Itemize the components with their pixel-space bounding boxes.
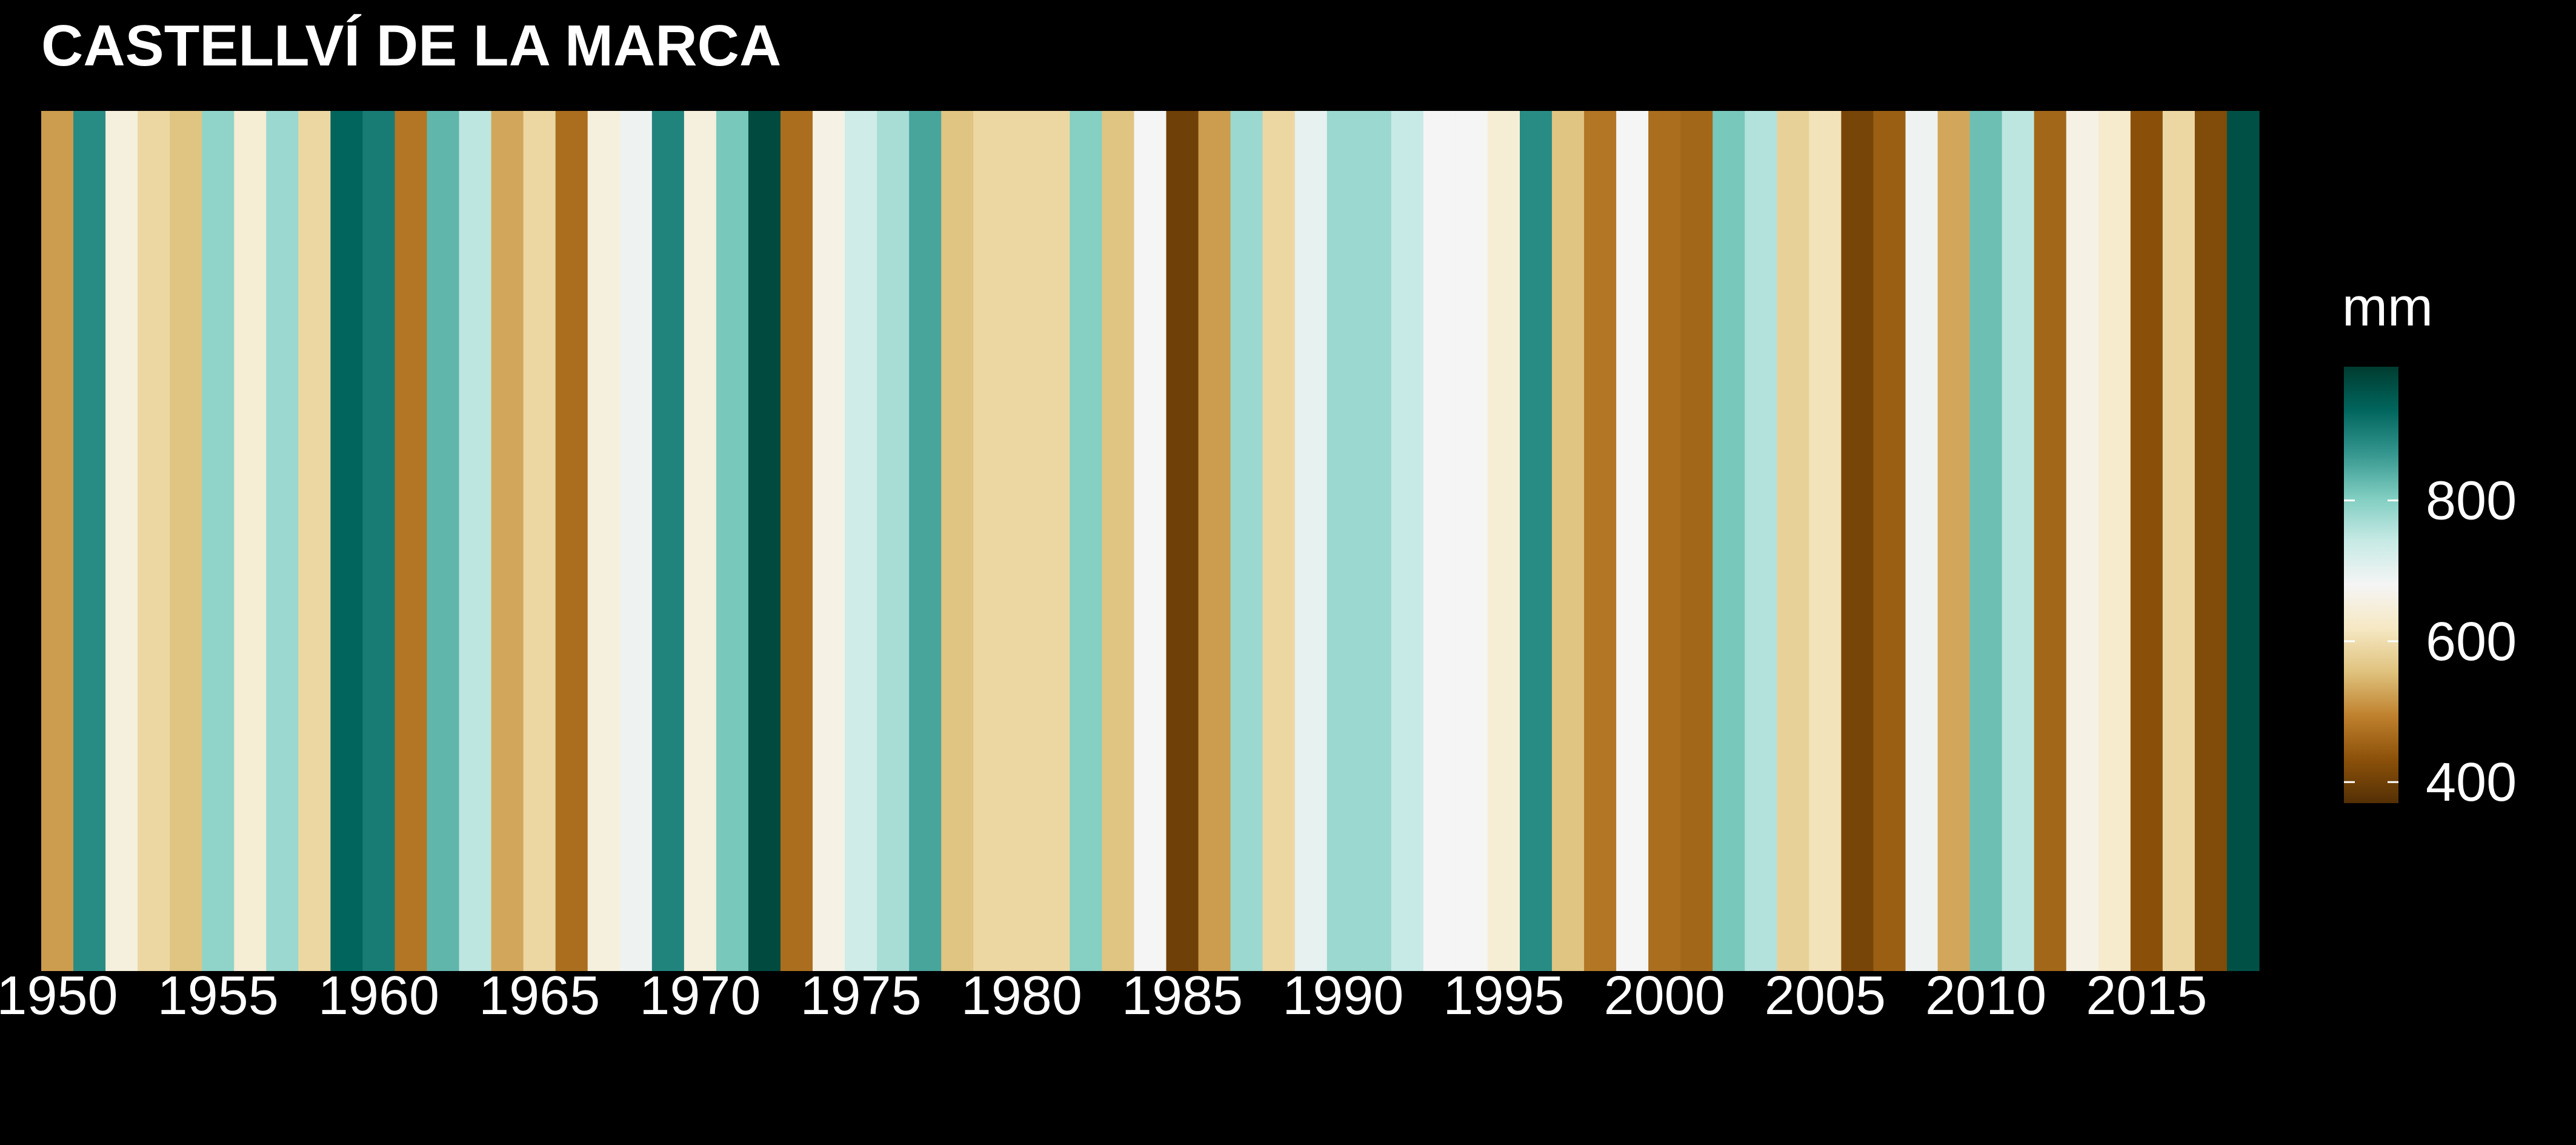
stripe-2005: [1809, 111, 1842, 971]
stripe-1995: [1487, 111, 1520, 971]
stripe-2009: [1937, 111, 1971, 971]
stripe-1954: [170, 111, 202, 971]
colorbar-tick-label: 600: [2426, 612, 2517, 672]
stripe-2015: [2130, 111, 2163, 971]
stripe-1964: [491, 111, 524, 971]
x-tick-label: 1965: [479, 966, 600, 1026]
stripe-1986: [1198, 111, 1231, 971]
stripe-1956: [234, 111, 267, 971]
stripe-1966: [555, 111, 588, 971]
legend-title: mm: [2342, 277, 2433, 338]
stripe-2002: [1712, 111, 1745, 971]
stripe-2007: [1873, 111, 1906, 971]
stripe-2014: [2098, 111, 2131, 971]
stripe-1999: [1616, 111, 1649, 971]
stripe-2017: [2194, 111, 2228, 971]
stripe-1982: [1070, 111, 1103, 971]
stripe-1962: [427, 111, 460, 971]
chart-title: CASTELLVÍ DE LA MARCA: [41, 13, 781, 78]
stripe-1988: [1262, 111, 1296, 971]
stripe-1957: [266, 111, 299, 971]
x-tick-label: 2005: [1765, 966, 1886, 1026]
stripe-1970: [684, 111, 717, 971]
stripe-2000: [1648, 111, 1681, 971]
stripe-1977: [909, 111, 942, 971]
stripe-1961: [394, 111, 428, 971]
stripe-2016: [2162, 111, 2195, 971]
stripe-1993: [1423, 111, 1456, 971]
stripes-group: [41, 111, 2260, 971]
stripe-1975: [845, 111, 877, 971]
stripe-1984: [1134, 111, 1167, 971]
stripe-1955: [202, 111, 235, 971]
stripe-2011: [2002, 111, 2035, 971]
stripe-1991: [1359, 111, 1392, 971]
stripe-1985: [1166, 111, 1199, 971]
stripe-1990: [1326, 111, 1360, 971]
x-tick-label: 1975: [800, 966, 921, 1026]
stripe-1998: [1584, 111, 1617, 971]
stripe-1973: [780, 111, 813, 971]
stripe-1992: [1391, 111, 1424, 971]
stripe-1987: [1230, 111, 1263, 971]
x-tick-label: 1970: [639, 966, 760, 1026]
stripe-1950: [41, 111, 74, 971]
x-tick-label: 1950: [0, 966, 118, 1026]
x-tick-label: 2000: [1604, 966, 1725, 1026]
colorbar-legend: mm 400 600 800: [2342, 277, 2517, 813]
stripe-1971: [716, 111, 749, 971]
stripe-1963: [459, 111, 492, 971]
colorbar-tick-label: 400: [2426, 752, 2517, 813]
stripe-2013: [2066, 111, 2099, 971]
stripe-1974: [813, 111, 845, 971]
stripe-1980: [1005, 111, 1038, 971]
colorbar-ticks: 400 600 800: [2344, 471, 2517, 813]
stripe-1994: [1455, 111, 1488, 971]
x-tick-label: 1990: [1282, 966, 1403, 1026]
stripe-1969: [651, 111, 685, 971]
stripe-2006: [1841, 111, 1874, 971]
stripe-2003: [1745, 111, 1777, 971]
x-tick-label: 1980: [961, 966, 1082, 1026]
colorbar: [2344, 367, 2398, 803]
stripe-1972: [748, 111, 781, 971]
stripe-1981: [1037, 111, 1070, 971]
x-axis-ticks: 1950 1955 1960 1965 1970 1975 1980 1985 1990 1995…: [0, 966, 2207, 1026]
stripe-1978: [941, 111, 974, 971]
stripe-1968: [619, 111, 653, 971]
stripe-1989: [1294, 111, 1328, 971]
stripe-1953: [138, 111, 170, 971]
stripe-1976: [877, 111, 910, 971]
stripe-1965: [523, 111, 556, 971]
stripe-1951: [73, 111, 106, 971]
stripe-1967: [587, 111, 621, 971]
stripe-2001: [1680, 111, 1713, 971]
stripe-1996: [1520, 111, 1553, 971]
stripe-2008: [1905, 111, 1939, 971]
stripe-1983: [1102, 111, 1135, 971]
stripe-1952: [105, 111, 138, 971]
stripe-2018: [2226, 111, 2260, 971]
x-tick-label: 1955: [158, 966, 279, 1026]
stripe-1979: [973, 111, 1006, 971]
stripe-2012: [2034, 111, 2067, 971]
stripe-1958: [298, 111, 331, 971]
stripe-2004: [1777, 111, 1809, 971]
x-tick-label: 1995: [1443, 966, 1564, 1026]
stripe-1960: [362, 111, 396, 971]
colorbar-tick-label: 800: [2426, 471, 2517, 532]
stripe-1997: [1552, 111, 1585, 971]
x-tick-label: 1960: [318, 966, 439, 1026]
x-tick-label: 1985: [1122, 966, 1243, 1026]
stripe-2010: [1969, 111, 2003, 971]
stripe-1959: [330, 111, 364, 971]
x-tick-label: 2015: [2086, 966, 2207, 1026]
x-tick-label: 2010: [1925, 966, 2046, 1026]
